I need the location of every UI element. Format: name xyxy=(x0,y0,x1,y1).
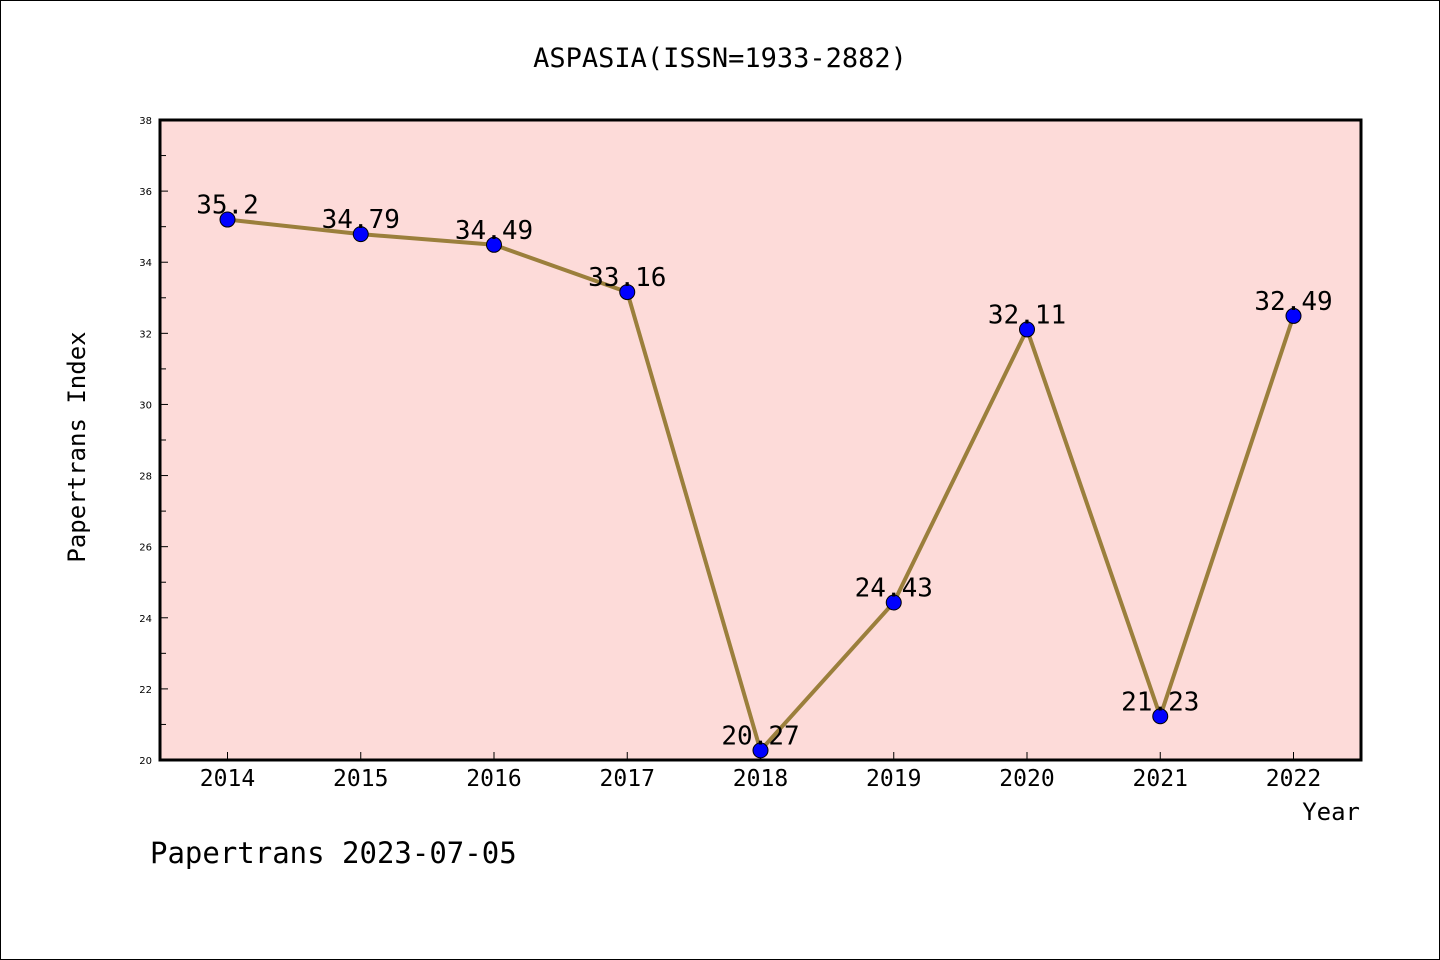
x-tick-label: 2018 xyxy=(733,766,788,792)
data-point-2020 xyxy=(1019,321,1035,338)
data-label-2014: 35.2 xyxy=(196,191,259,221)
y-axis-label: Papertrans Index xyxy=(63,331,91,562)
data-label-2015: 34.79 xyxy=(322,205,400,235)
x-tick-label: 2015 xyxy=(333,766,388,792)
data-label-2016: 34.49 xyxy=(455,216,533,246)
data-label-2020: 32.11 xyxy=(988,300,1066,330)
x-tick-label: 2022 xyxy=(1266,766,1321,792)
x-tick-label: 2016 xyxy=(466,766,521,792)
y-tick-label: 20 xyxy=(139,756,152,767)
data-point-2019 xyxy=(885,594,902,611)
y-tick-label: 38 xyxy=(139,116,152,127)
data-label-2019: 24.43 xyxy=(855,573,933,603)
y-tick-label: 24 xyxy=(139,614,152,625)
chart-title: ASPASIA(ISSN=1933-2882) xyxy=(533,43,907,74)
data-label-2018: 20.27 xyxy=(721,721,799,751)
x-axis-label: Year xyxy=(1302,798,1360,826)
footer-date: Papertrans 2023-07-05 xyxy=(150,836,517,870)
data-point-2018 xyxy=(752,742,769,759)
y-tick-label: 32 xyxy=(139,329,152,340)
x-tick-label: 2021 xyxy=(1133,766,1188,792)
x-tick-label: 2019 xyxy=(866,766,921,792)
data-point-2022 xyxy=(1285,307,1302,324)
data-point-2021 xyxy=(1152,708,1169,725)
y-tick-label: 28 xyxy=(139,472,152,483)
x-tick-label: 2020 xyxy=(999,766,1054,792)
data-label-2017: 33.16 xyxy=(588,263,666,293)
y-tick-label: 36 xyxy=(139,187,152,198)
data-label-2022: 32.49 xyxy=(1254,287,1332,317)
y-tick-label: 26 xyxy=(139,543,152,554)
y-tick-label: 30 xyxy=(139,400,152,411)
y-tick-label: 22 xyxy=(139,685,152,696)
data-point-2016 xyxy=(486,236,502,253)
data-point-2015 xyxy=(352,226,369,243)
data-point-2017 xyxy=(619,284,636,301)
data-label-2021: 21.23 xyxy=(1121,687,1199,717)
x-tick-label: 2017 xyxy=(600,766,655,792)
data-point-2014 xyxy=(219,211,236,228)
y-tick-label: 34 xyxy=(139,258,152,269)
x-tick-label: 2014 xyxy=(200,766,255,792)
